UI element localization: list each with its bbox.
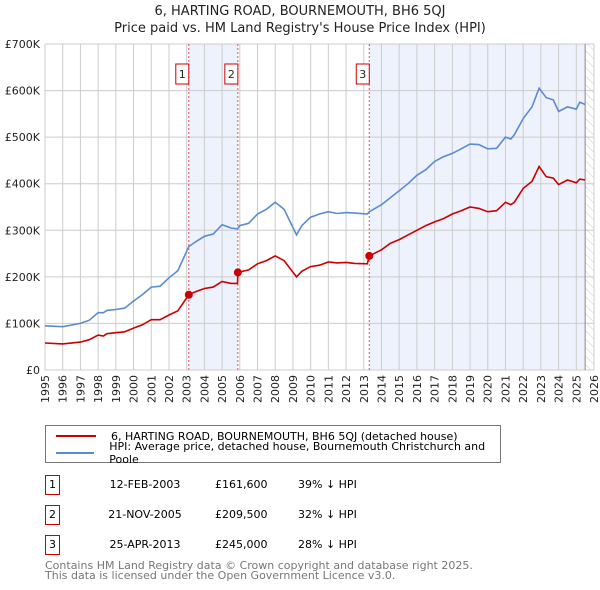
transaction-date: 12-FEB-2003	[109, 478, 181, 491]
y-tick-label: £300K	[5, 224, 41, 237]
x-tick-label: 2011	[322, 375, 335, 403]
x-tick-label: 2018	[446, 375, 459, 403]
transaction-date: 25-APR-2013	[109, 538, 181, 551]
transaction-number: 2	[45, 505, 60, 525]
x-tick-label: 1999	[110, 375, 123, 403]
x-tick-label: 2021	[499, 375, 512, 403]
x-tick-label: 2023	[535, 375, 548, 403]
legend-item-hpi: HPI: Average price, detached house, Bour…	[56, 440, 500, 466]
x-tick-label: 1995	[39, 375, 52, 403]
x-tick-label: 2014	[375, 375, 388, 403]
transaction-price: £245,000	[215, 538, 268, 551]
x-tick-label: 1996	[57, 375, 70, 403]
x-tick-label: 2022	[517, 375, 530, 403]
x-tick-label: 2020	[482, 375, 495, 403]
sale-point	[233, 268, 242, 277]
x-tick-label: 2007	[252, 375, 265, 403]
sale-marker-box	[355, 63, 370, 85]
ownership-shade	[369, 44, 586, 370]
price-chart: 1995 1996 1997 1998 1999 2000 2001 2002 2003 2004…	[5, 38, 600, 403]
x-tick-label: 2003	[181, 375, 194, 403]
transaction-row: 1 12-FEB-2003 £161,600 39% ↓ HPI	[45, 475, 545, 495]
x-tick-label: 2002	[163, 375, 176, 403]
sale-marker-label: 1	[179, 68, 186, 81]
transaction-row: 3 25-APR-2013 £245,000 28% ↓ HPI	[45, 535, 545, 555]
x-tick-label: 2013	[358, 375, 371, 403]
y-tick-label: £600K	[5, 85, 41, 98]
x-tick-label: 2001	[145, 375, 158, 403]
footer-licence: This data is licensed under the Open Gov…	[45, 569, 396, 582]
x-tick-label: 2000	[128, 375, 141, 403]
transaction-price: £209,500	[215, 508, 268, 521]
transaction-hpi-diff: 32% ↓ HPI	[298, 508, 357, 521]
x-tick-label: 2008	[269, 375, 282, 403]
x-tick-label: 2010	[305, 375, 318, 403]
legend-label-hpi: HPI: Average price, detached house, Bour…	[109, 440, 486, 466]
sale-marker-label: 3	[359, 68, 366, 81]
chart-subtitle: Price paid vs. HM Land Registry's House …	[114, 21, 486, 36]
legend: 6, HARTING ROAD, BOURNEMOUTH, BH6 5QJ (d…	[45, 425, 501, 466]
transaction-date: 21-NOV-2005	[108, 508, 182, 521]
x-tick-label: 2004	[198, 375, 211, 403]
footer-copyright: Contains HM Land Registry data © Crown c…	[45, 559, 473, 572]
x-tick-label: 2025	[570, 375, 583, 403]
transaction-price: £161,600	[215, 478, 268, 491]
chart-title: 6, HARTING ROAD, BOURNEMOUTH, BH6 5QJ	[154, 4, 446, 19]
x-tick-label: 2024	[553, 375, 566, 403]
future-hatch	[585, 44, 594, 370]
sale-point	[365, 251, 374, 260]
x-tick-label: 2026	[588, 375, 600, 403]
x-tick-label: 2005	[216, 375, 229, 403]
sale-marker-box	[175, 63, 190, 85]
ownership-shade	[188, 44, 238, 370]
y-tick-label: £100K	[5, 317, 41, 330]
sale-point	[184, 290, 193, 299]
y-tick-label: £400K	[5, 178, 41, 191]
series-line	[44, 86, 586, 328]
transaction-number: 1	[45, 475, 60, 495]
y-tick-label: £500K	[5, 131, 41, 144]
x-tick-label: 2009	[287, 375, 300, 403]
legend-item-property: 6, HARTING ROAD, BOURNEMOUTH, BH6 5QJ (d…	[56, 428, 458, 444]
sale-marker-box	[224, 63, 239, 85]
x-tick-label: 2012	[340, 375, 353, 403]
x-tick-label: 2017	[429, 375, 442, 403]
legend-swatch-hpi	[56, 452, 95, 454]
x-tick-label: 2016	[411, 375, 424, 403]
x-tick-label: 2006	[234, 375, 247, 403]
series-line	[44, 164, 586, 345]
transaction-hpi-diff: 28% ↓ HPI	[298, 538, 357, 551]
y-tick-label: £200K	[5, 271, 41, 284]
y-tick-label: £0	[26, 364, 40, 377]
sale-marker-label: 2	[228, 68, 235, 81]
x-tick-label: 1998	[92, 375, 105, 403]
legend-swatch-property	[56, 435, 96, 437]
transaction-hpi-diff: 39% ↓ HPI	[298, 478, 357, 491]
x-tick-label: 2015	[393, 375, 406, 403]
x-tick-label: 2019	[464, 375, 477, 403]
y-tick-label: £700K	[5, 38, 41, 51]
legend-label-property: 6, HARTING ROAD, BOURNEMOUTH, BH6 5QJ (d…	[111, 429, 458, 443]
transaction-number: 3	[45, 535, 60, 555]
transaction-row: 2 21-NOV-2005 £209,500 32% ↓ HPI	[45, 505, 545, 525]
x-tick-label: 1997	[74, 375, 87, 403]
